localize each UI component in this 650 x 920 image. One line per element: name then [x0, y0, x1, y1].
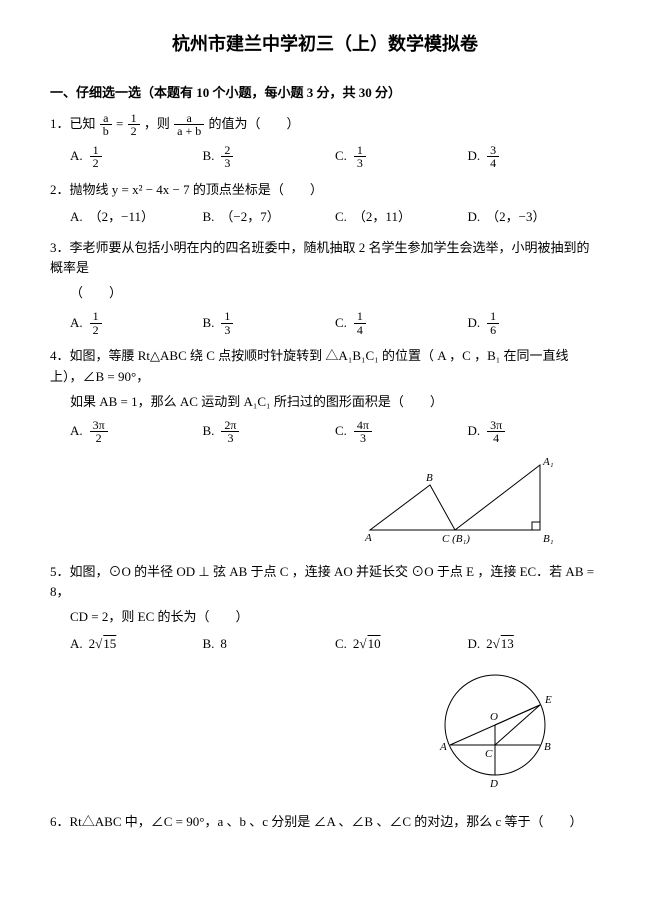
- q4-figure: A B C (B₁) A₁ B₁: [50, 455, 570, 552]
- question-6: 6．Rt△ABC 中，∠C = 90°，a 、b 、c 分别是 ∠A 、∠B 、…: [50, 812, 600, 833]
- q1-stem-c: 的值为（ ）: [208, 116, 299, 131]
- q2-opt-d: D.（2，−3）: [468, 207, 601, 228]
- question-5: 5．如图，⊙O 的半径 OD ⊥ 弦 AB 于点 C ，连接 AO 并延长交 ⊙…: [50, 562, 600, 604]
- question-3-cont: （ ）: [70, 283, 600, 304]
- q5-label-O: O: [490, 711, 498, 723]
- q5-opt-b: B.8: [203, 634, 336, 655]
- q1-opt-a: A.12: [70, 144, 203, 170]
- q5-label-A: A: [439, 741, 447, 753]
- q5-options: A.2√15 B.8 C.2√10 D.2√13: [70, 634, 600, 655]
- question-3: 3．李老师要从包括小明在内的四名班委中，随机抽取 2 名学生参加学生会选举，小明…: [50, 238, 600, 280]
- q4-opt-d: D.3π4: [468, 419, 601, 445]
- frac-a-over-b: ab: [100, 112, 112, 138]
- eq-sign: =: [116, 116, 127, 131]
- q5-opt-a: A.2√15: [70, 634, 203, 655]
- q2-options: A.（2，−11） B.（−2，7） C.（2，11） D.（2，−3）: [70, 207, 600, 228]
- q4-opt-a: A.3π2: [70, 419, 203, 445]
- q5-label-C: C: [485, 748, 493, 760]
- q4-label-C: C (B₁): [442, 533, 470, 545]
- q3-opt-c: C.14: [335, 310, 468, 336]
- question-4-cont: 如果 AB = 1，那么 AC 运动到 A₁C₁ 所扫过的图形面积是（ ）: [70, 392, 600, 413]
- q4-opt-b: B.2π3: [203, 419, 336, 445]
- q5-label-B: B: [544, 741, 551, 753]
- q1-stem-b: ，则: [144, 116, 170, 131]
- q5-opt-c: C.2√10: [335, 634, 468, 655]
- q4-label-B1: B₁: [543, 533, 554, 545]
- section-1-heading: 一、仔细选一选（本题有 10 个小题，每小题 3 分，共 30 分）: [50, 83, 600, 104]
- q5-opt-d: D.2√13: [468, 634, 601, 655]
- question-2: 2．抛物线 y = x² − 4x − 7 的顶点坐标是（ ）: [50, 180, 600, 201]
- q2-opt-b: B.（−2，7）: [203, 207, 336, 228]
- q4-label-A: A: [364, 532, 372, 544]
- q1-opt-b: B.23: [203, 144, 336, 170]
- question-4: 4．如图，等腰 Rt△ABC 绕 C 点按顺时针旋转到 △A₁B₁C₁ 的位置（…: [50, 346, 600, 388]
- q1-options: A.12 B.23 C.13 D.34: [70, 144, 600, 170]
- q2-opt-a: A.（2，−11）: [70, 207, 203, 228]
- q3-opt-d: D.16: [468, 310, 601, 336]
- question-5-cont: CD = 2，则 EC 的长为（ ）: [70, 607, 600, 628]
- q5-label-D: D: [489, 778, 498, 790]
- q3-opt-a: A.12: [70, 310, 203, 336]
- q4-options: A.3π2 B.2π3 C.4π3 D.3π4: [70, 419, 600, 445]
- q1-opt-c: C.13: [335, 144, 468, 170]
- q4-label-B: B: [426, 472, 433, 484]
- frac-a-over-aplusb: aa + b: [174, 112, 204, 138]
- q5-label-E: E: [544, 694, 552, 706]
- q5-figure: O A B C D E: [50, 665, 570, 802]
- q2-opt-c: C.（2，11）: [335, 207, 468, 228]
- frac-half: 12: [128, 112, 140, 138]
- question-1: 1．已知 ab = 12 ，则 aa + b 的值为（ ）: [50, 112, 600, 138]
- q3-opt-b: B.13: [203, 310, 336, 336]
- q3-options: A.12 B.13 C.14 D.16: [70, 310, 600, 336]
- q1-stem-a: 1．已知: [50, 116, 96, 131]
- q4-label-A1: A₁: [542, 456, 554, 468]
- q1-opt-d: D.34: [468, 144, 601, 170]
- page-title: 杭州市建兰中学初三（上）数学模拟卷: [50, 30, 600, 59]
- q4-opt-c: C.4π3: [335, 419, 468, 445]
